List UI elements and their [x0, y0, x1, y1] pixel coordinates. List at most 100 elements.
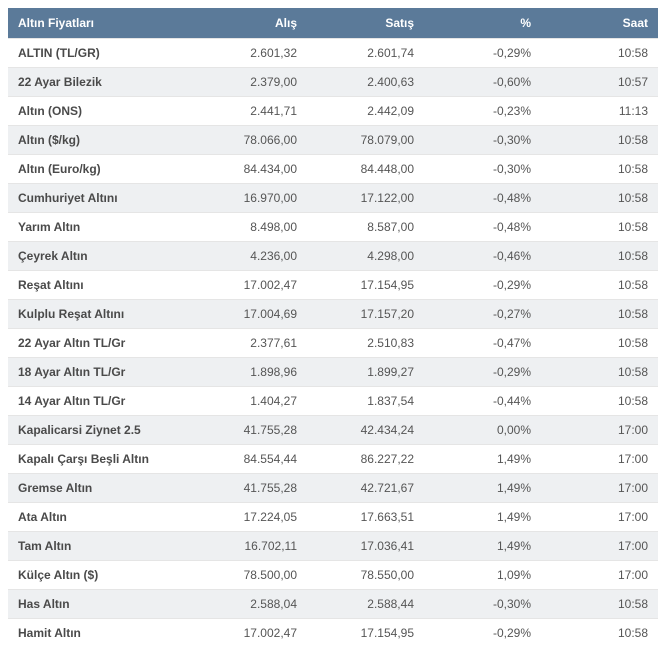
table-row[interactable]: Tam Altın16.702,1117.036,411,49%17:00 — [8, 532, 658, 561]
cell-buy: 17.002,47 — [190, 619, 307, 648]
table-row[interactable]: Kapalı Çarşı Beşli Altın84.554,4486.227,… — [8, 445, 658, 474]
table-row[interactable]: ALTIN (TL/GR)2.601,322.601,74-0,29%10:58 — [8, 39, 658, 68]
cell-time: 10:58 — [541, 387, 658, 416]
table-row[interactable]: Altın (Euro/kg)84.434,0084.448,00-0,30%1… — [8, 155, 658, 184]
cell-time: 17:00 — [541, 532, 658, 561]
col-header-buy[interactable]: Alış — [190, 8, 307, 39]
cell-name: 22 Ayar Bilezik — [8, 68, 190, 97]
table-row[interactable]: Reşat Altını17.002,4717.154,95-0,29%10:5… — [8, 271, 658, 300]
cell-sell: 8.587,00 — [307, 213, 424, 242]
cell-time: 17:00 — [541, 445, 658, 474]
cell-buy: 1.404,27 — [190, 387, 307, 416]
cell-time: 11:13 — [541, 97, 658, 126]
cell-name: Hamit Altın — [8, 619, 190, 648]
cell-name: Altın (Euro/kg) — [8, 155, 190, 184]
table-row[interactable]: Kapalicarsi Ziynet 2.541.755,2842.434,24… — [8, 416, 658, 445]
table-row[interactable]: Yarım Altın8.498,008.587,00-0,48%10:58 — [8, 213, 658, 242]
cell-time: 10:58 — [541, 213, 658, 242]
cell-time: 10:58 — [541, 300, 658, 329]
cell-sell: 84.448,00 — [307, 155, 424, 184]
col-header-name[interactable]: Altın Fiyatları — [8, 8, 190, 39]
table-row[interactable]: 14 Ayar Altın TL/Gr1.404,271.837,54-0,44… — [8, 387, 658, 416]
cell-sell: 17.154,95 — [307, 271, 424, 300]
cell-time: 10:58 — [541, 39, 658, 68]
cell-sell: 42.434,24 — [307, 416, 424, 445]
cell-sell: 17.036,41 — [307, 532, 424, 561]
table-row[interactable]: Çeyrek Altın4.236,004.298,00-0,46%10:58 — [8, 242, 658, 271]
cell-name: Yarım Altın — [8, 213, 190, 242]
cell-name: Cumhuriyet Altını — [8, 184, 190, 213]
cell-buy: 2.601,32 — [190, 39, 307, 68]
col-header-time[interactable]: Saat — [541, 8, 658, 39]
cell-buy: 2.441,71 — [190, 97, 307, 126]
cell-time: 10:58 — [541, 126, 658, 155]
cell-buy: 17.002,47 — [190, 271, 307, 300]
cell-name: Ata Altın — [8, 503, 190, 532]
cell-pct: -0,29% — [424, 39, 541, 68]
table-row[interactable]: Ata Altın17.224,0517.663,511,49%17:00 — [8, 503, 658, 532]
table-row[interactable]: Kulplu Reşat Altını17.004,6917.157,20-0,… — [8, 300, 658, 329]
cell-buy: 2.379,00 — [190, 68, 307, 97]
cell-sell: 17.663,51 — [307, 503, 424, 532]
cell-name: Külçe Altın ($) — [8, 561, 190, 590]
table-row[interactable]: 18 Ayar Altın TL/Gr1.898,961.899,27-0,29… — [8, 358, 658, 387]
table-row[interactable]: Hamit Altın17.002,4717.154,95-0,29%10:58 — [8, 619, 658, 648]
table-row[interactable]: Altın (ONS)2.441,712.442,09-0,23%11:13 — [8, 97, 658, 126]
table-header-row: Altın Fiyatları Alış Satış % Saat — [8, 8, 658, 39]
cell-pct: -0,29% — [424, 358, 541, 387]
cell-buy: 41.755,28 — [190, 416, 307, 445]
cell-buy: 84.434,00 — [190, 155, 307, 184]
cell-pct: 1,49% — [424, 474, 541, 503]
cell-buy: 17.224,05 — [190, 503, 307, 532]
cell-time: 17:00 — [541, 503, 658, 532]
table-row[interactable]: Altın ($/kg)78.066,0078.079,00-0,30%10:5… — [8, 126, 658, 155]
cell-sell: 42.721,67 — [307, 474, 424, 503]
table-row[interactable]: Cumhuriyet Altını16.970,0017.122,00-0,48… — [8, 184, 658, 213]
cell-buy: 4.236,00 — [190, 242, 307, 271]
cell-sell: 2.601,74 — [307, 39, 424, 68]
cell-buy: 78.066,00 — [190, 126, 307, 155]
cell-time: 17:00 — [541, 416, 658, 445]
cell-buy: 2.588,04 — [190, 590, 307, 619]
cell-buy: 84.554,44 — [190, 445, 307, 474]
cell-pct: 1,49% — [424, 445, 541, 474]
cell-pct: -0,46% — [424, 242, 541, 271]
cell-name: Has Altın — [8, 590, 190, 619]
cell-pct: -0,29% — [424, 271, 541, 300]
table-row[interactable]: Gremse Altın41.755,2842.721,671,49%17:00 — [8, 474, 658, 503]
cell-sell: 17.157,20 — [307, 300, 424, 329]
cell-time: 10:58 — [541, 155, 658, 184]
cell-sell: 4.298,00 — [307, 242, 424, 271]
cell-time: 10:58 — [541, 184, 658, 213]
cell-time: 17:00 — [541, 561, 658, 590]
cell-sell: 2.442,09 — [307, 97, 424, 126]
cell-sell: 1.837,54 — [307, 387, 424, 416]
cell-time: 10:58 — [541, 358, 658, 387]
cell-name: ALTIN (TL/GR) — [8, 39, 190, 68]
cell-pct: -0,23% — [424, 97, 541, 126]
table-row[interactable]: 22 Ayar Bilezik2.379,002.400,63-0,60%10:… — [8, 68, 658, 97]
col-header-pct[interactable]: % — [424, 8, 541, 39]
cell-sell: 2.400,63 — [307, 68, 424, 97]
cell-pct: -0,29% — [424, 619, 541, 648]
cell-name: Altın (ONS) — [8, 97, 190, 126]
cell-sell: 2.510,83 — [307, 329, 424, 358]
table-row[interactable]: 22 Ayar Altın TL/Gr2.377,612.510,83-0,47… — [8, 329, 658, 358]
cell-time: 10:58 — [541, 271, 658, 300]
cell-pct: -0,60% — [424, 68, 541, 97]
cell-pct: -0,48% — [424, 184, 541, 213]
cell-time: 10:58 — [541, 619, 658, 648]
table-row[interactable]: Has Altın2.588,042.588,44-0,30%10:58 — [8, 590, 658, 619]
cell-sell: 2.588,44 — [307, 590, 424, 619]
col-header-sell[interactable]: Satış — [307, 8, 424, 39]
cell-name: Kapalı Çarşı Beşli Altın — [8, 445, 190, 474]
cell-time: 17:00 — [541, 474, 658, 503]
cell-pct: 1,49% — [424, 532, 541, 561]
cell-pct: -0,30% — [424, 126, 541, 155]
cell-name: Tam Altın — [8, 532, 190, 561]
cell-buy: 8.498,00 — [190, 213, 307, 242]
cell-buy: 2.377,61 — [190, 329, 307, 358]
cell-pct: 0,00% — [424, 416, 541, 445]
table-row[interactable]: Külçe Altın ($)78.500,0078.550,001,09%17… — [8, 561, 658, 590]
cell-time: 10:58 — [541, 590, 658, 619]
